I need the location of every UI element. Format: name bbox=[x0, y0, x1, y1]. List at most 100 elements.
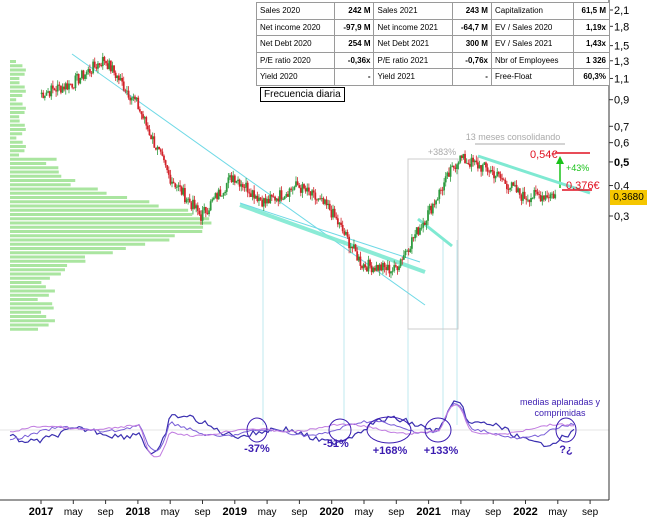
candle-body bbox=[398, 266, 400, 271]
candle-body bbox=[130, 97, 133, 101]
x-tick-label: 2019 bbox=[223, 506, 247, 518]
candle-body bbox=[227, 177, 230, 184]
candle-body bbox=[211, 199, 214, 202]
candle-body bbox=[496, 171, 499, 177]
candle-body bbox=[361, 265, 363, 269]
table-cell-value: 300 M bbox=[451, 35, 492, 53]
upper-channel-line bbox=[239, 202, 421, 263]
candle-body bbox=[304, 188, 307, 192]
table-cell-label: Yield 2020 bbox=[255, 68, 336, 86]
candle-body bbox=[164, 160, 167, 166]
candle-body bbox=[61, 86, 64, 93]
x-tick-label: sep bbox=[485, 507, 502, 518]
volume-profile-bar bbox=[10, 264, 68, 267]
candle-body bbox=[116, 75, 119, 79]
table-cell-label: EV / Sales 2021 bbox=[490, 35, 574, 53]
candle-body bbox=[159, 149, 162, 152]
volume-profile-bar bbox=[10, 128, 26, 131]
candle-body bbox=[510, 182, 513, 188]
candle-body bbox=[291, 189, 294, 191]
oscillator-compression-marker bbox=[246, 417, 268, 443]
candle-body bbox=[243, 187, 246, 188]
table-cell-value: 60,3% bbox=[572, 68, 611, 86]
volume-profile-bar bbox=[10, 230, 203, 233]
candle-body bbox=[196, 205, 199, 211]
candle-body bbox=[47, 91, 49, 93]
long-downtrend-line bbox=[71, 53, 426, 306]
candle-body bbox=[124, 90, 127, 92]
candle-body bbox=[138, 109, 141, 112]
x-tick-label: 2017 bbox=[29, 506, 53, 518]
y-axis: 2,1 1,8 1,5 1,3 1,1 0,9 0,7 0,6 0,5 0,4 0,3 bbox=[608, 0, 629, 500]
candle-body bbox=[295, 181, 297, 187]
table-cell-label: P/E ratio 2020 bbox=[255, 51, 336, 69]
candle-body bbox=[158, 146, 161, 150]
candle-body bbox=[530, 198, 532, 203]
volume-profile-bar bbox=[10, 196, 128, 199]
annotation-label: +133% bbox=[424, 445, 459, 457]
candle-body bbox=[343, 231, 346, 235]
table-cell-value: - bbox=[451, 68, 492, 86]
volume-profile-bar bbox=[10, 115, 20, 119]
candle-body bbox=[330, 209, 333, 218]
table-cell-value: - bbox=[334, 68, 375, 86]
volume-profile-bar bbox=[10, 213, 193, 216]
candle-body bbox=[378, 264, 381, 271]
candle-body bbox=[481, 164, 484, 172]
volume-profile-bar bbox=[10, 85, 25, 89]
table-cell-label: Capitalization bbox=[490, 2, 574, 20]
candle-body bbox=[288, 188, 291, 197]
annotation-line: medias aplanadas y bbox=[520, 397, 601, 407]
table-cell-value: 243 M bbox=[451, 2, 492, 20]
candle-body bbox=[470, 157, 473, 167]
candle-body bbox=[454, 167, 457, 169]
candle-body bbox=[240, 184, 243, 187]
table-row: P/E ratio 2020 -0,36x P/E ratio 2021 -0,… bbox=[255, 51, 611, 69]
candle-body bbox=[56, 84, 59, 92]
candle-body bbox=[58, 84, 61, 86]
candle-body bbox=[53, 88, 56, 91]
candle-body bbox=[267, 198, 270, 204]
candle-body bbox=[40, 92, 43, 95]
candle-body bbox=[277, 198, 280, 202]
volume-profile-bar bbox=[10, 225, 204, 229]
candle-body bbox=[438, 189, 441, 200]
volume-profile-bar bbox=[10, 281, 42, 284]
volume-profile-bar bbox=[10, 293, 49, 297]
volume-profile-bar bbox=[10, 94, 23, 97]
candle-body bbox=[333, 208, 336, 217]
candle-body bbox=[444, 176, 447, 183]
candle-body bbox=[345, 232, 347, 235]
volume-profile-bar bbox=[10, 289, 55, 293]
candle-body bbox=[382, 263, 384, 271]
candle-body bbox=[372, 267, 375, 273]
candle-body bbox=[433, 203, 436, 205]
table-cell-label: Free-Float bbox=[490, 68, 574, 86]
candle-body bbox=[402, 255, 405, 260]
candle-body bbox=[69, 83, 72, 85]
y-tick-label: 1,5 bbox=[614, 41, 629, 53]
candle-body bbox=[250, 193, 252, 198]
candle-body bbox=[320, 198, 323, 199]
candle-body bbox=[145, 117, 148, 126]
candle-body bbox=[105, 61, 107, 64]
candle-body bbox=[193, 199, 196, 209]
table-row: Net Debt 2020 254 M Net Debt 2021 300 M … bbox=[255, 35, 611, 53]
candle-body bbox=[74, 75, 77, 89]
candle-body bbox=[411, 237, 413, 249]
candle-body bbox=[386, 264, 389, 270]
volume-profile-bar bbox=[10, 64, 23, 68]
annotation-label: +168% bbox=[373, 445, 408, 457]
candle-body bbox=[180, 186, 183, 195]
table-cell-label: Net income 2020 bbox=[255, 18, 336, 36]
volume-profile-bar bbox=[10, 72, 25, 76]
y-tick-label: 1,1 bbox=[614, 73, 629, 85]
volume-profile-bar bbox=[10, 136, 17, 140]
vertical-guides bbox=[262, 156, 564, 425]
candle-body bbox=[84, 74, 86, 79]
volume-profile-bar bbox=[10, 102, 23, 106]
candle-body bbox=[324, 199, 326, 204]
volume-profile-bar bbox=[10, 98, 17, 102]
x-tick-label: may bbox=[64, 507, 83, 518]
candle-body bbox=[348, 236, 351, 249]
